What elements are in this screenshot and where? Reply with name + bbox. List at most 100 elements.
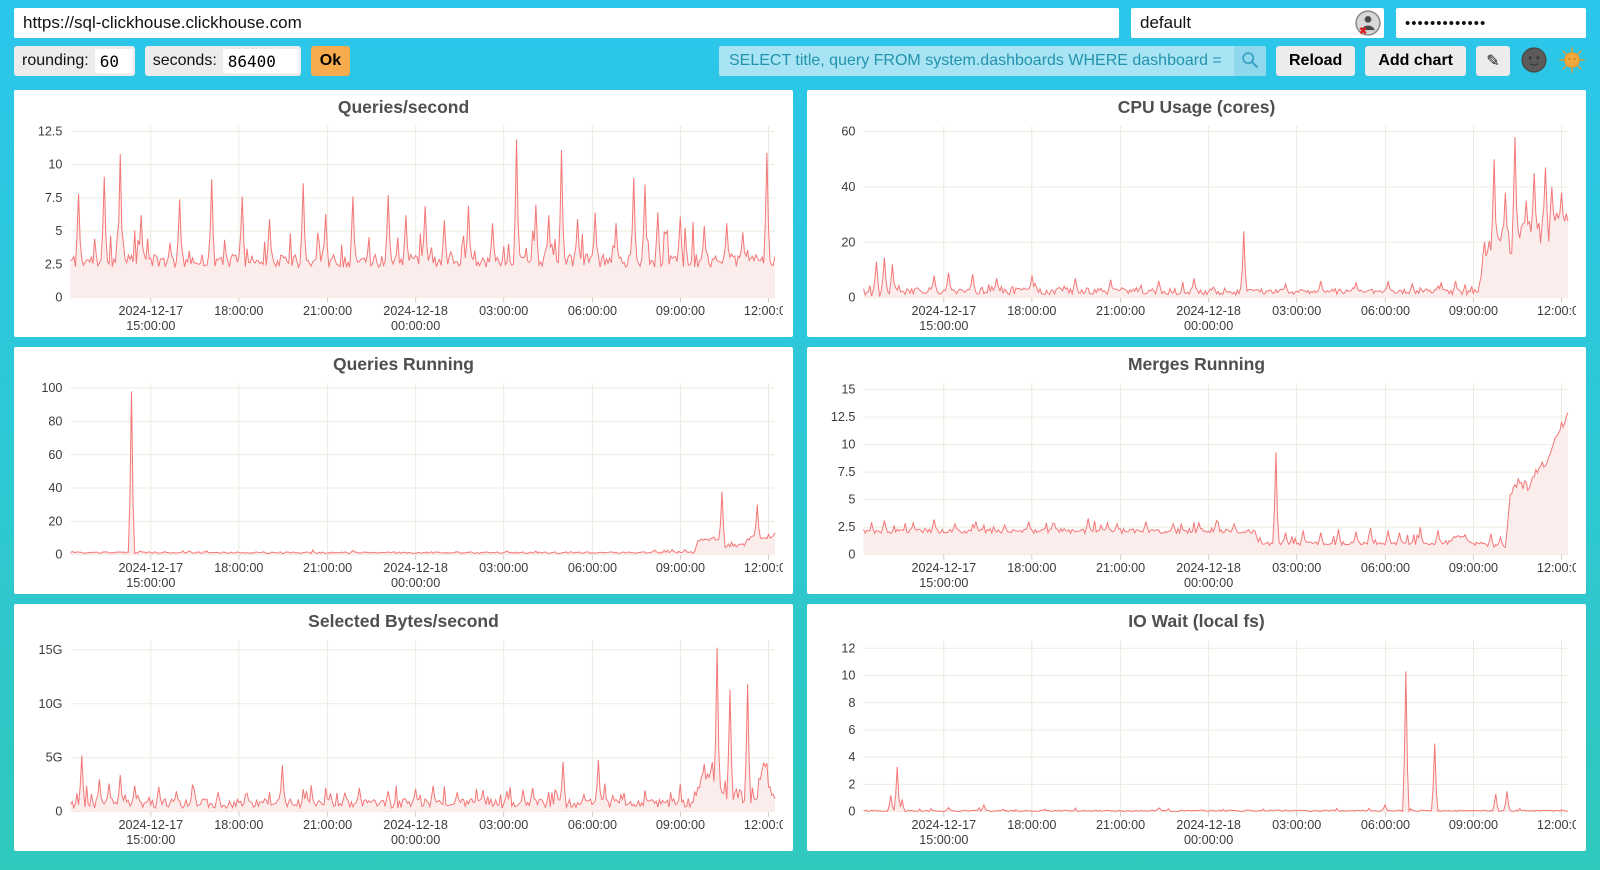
svg-text:18:00:00: 18:00:00: [1007, 561, 1056, 575]
svg-text:09:00:00: 09:00:00: [656, 304, 705, 318]
svg-text:0: 0: [848, 291, 855, 305]
svg-text:00:00:00: 00:00:00: [391, 576, 440, 590]
svg-text:5: 5: [55, 224, 62, 238]
svg-text:20: 20: [48, 514, 62, 528]
chart-card-queries-running: Queries Running 0 20 40 60 80 100 2024-12-17 15…: [14, 347, 793, 594]
charts-grid: Queries/second 0 2.5 5 7.5 10 12.5 2024-12-17 1…: [14, 90, 1586, 851]
svg-text:15:00:00: 15:00:00: [919, 576, 968, 590]
svg-text:2024-12-18: 2024-12-18: [1176, 818, 1241, 832]
svg-text:03:00:00: 03:00:00: [479, 561, 528, 575]
svg-text:06:00:00: 06:00:00: [568, 561, 617, 575]
seconds-input[interactable]: [222, 49, 299, 73]
moon-icon: [1521, 47, 1547, 76]
reload-button[interactable]: Reload: [1275, 46, 1356, 76]
svg-text:12:00:00: 12:00:00: [1537, 818, 1576, 832]
svg-text:15:00:00: 15:00:00: [919, 833, 968, 847]
svg-text:10: 10: [48, 158, 62, 172]
svg-text:21:00:00: 21:00:00: [1096, 304, 1145, 318]
svg-text:2024-12-17: 2024-12-17: [911, 818, 976, 832]
svg-text:09:00:00: 09:00:00: [656, 818, 705, 832]
svg-text:18:00:00: 18:00:00: [1007, 818, 1056, 832]
svg-text:18:00:00: 18:00:00: [214, 304, 263, 318]
svg-text:2024-12-18: 2024-12-18: [383, 304, 448, 318]
chart-title: CPU Usage (cores): [1117, 97, 1276, 117]
svg-text:12:00:00: 12:00:00: [1537, 304, 1576, 318]
ok-button[interactable]: Ok: [310, 46, 351, 76]
svg-text:06:00:00: 06:00:00: [1361, 304, 1410, 318]
svg-text:03:00:00: 03:00:00: [1272, 818, 1321, 832]
svg-text:2.5: 2.5: [45, 258, 63, 272]
dashboard-query-input[interactable]: [718, 46, 1234, 76]
add-chart-button[interactable]: Add chart: [1365, 46, 1466, 76]
svg-text:12.5: 12.5: [38, 124, 63, 138]
svg-text:12:00:00: 12:00:00: [1537, 561, 1576, 575]
svg-text:20: 20: [841, 235, 855, 249]
chart-title: Selected Bytes/second: [308, 611, 499, 631]
svg-text:0: 0: [55, 548, 62, 562]
seconds-label: seconds:: [152, 52, 217, 69]
svg-text:03:00:00: 03:00:00: [479, 304, 528, 318]
svg-text:00:00:00: 00:00:00: [1184, 319, 1233, 333]
chart-card-io-wait: IO Wait (local fs) 0 2 4 6 8 10 12 2024-12-17 15…: [807, 604, 1586, 851]
svg-text:2.5: 2.5: [838, 520, 856, 534]
light-theme-button[interactable]: [1558, 47, 1586, 75]
search-button[interactable]: [1233, 46, 1266, 76]
svg-text:00:00:00: 00:00:00: [1184, 576, 1233, 590]
svg-text:40: 40: [48, 481, 62, 495]
svg-text:18:00:00: 18:00:00: [1007, 304, 1056, 318]
svg-text:10: 10: [841, 669, 855, 683]
svg-text:4: 4: [848, 750, 855, 764]
svg-text:06:00:00: 06:00:00: [568, 818, 617, 832]
svg-text:15:00:00: 15:00:00: [126, 833, 175, 847]
svg-text:06:00:00: 06:00:00: [1361, 561, 1410, 575]
dark-theme-button[interactable]: [1520, 47, 1548, 75]
chart-title: Queries/second: [337, 97, 470, 117]
chart-card-selected-bytes: Selected Bytes/second 0 5G 10G 15G 2024-12-1…: [14, 604, 793, 851]
svg-text:2024-12-18: 2024-12-18: [383, 561, 448, 575]
pencil-icon: ✎: [1486, 53, 1500, 70]
svg-text:00:00:00: 00:00:00: [391, 833, 440, 847]
svg-text:2024-12-17: 2024-12-17: [118, 304, 183, 318]
chart-card-merges-running: Merges Running 0 2.5 5 7.5 10 12.5 15 2024-12-1…: [807, 347, 1586, 594]
svg-text:5: 5: [848, 493, 855, 507]
chart-title: IO Wait (local fs): [1128, 611, 1265, 631]
svg-text:09:00:00: 09:00:00: [656, 561, 705, 575]
svg-text:0: 0: [848, 548, 855, 562]
chart-title: Merges Running: [1127, 354, 1266, 374]
svg-text:10: 10: [841, 438, 855, 452]
svg-text:2024-12-17: 2024-12-17: [118, 561, 183, 575]
svg-text:06:00:00: 06:00:00: [568, 304, 617, 318]
svg-text:09:00:00: 09:00:00: [1449, 818, 1498, 832]
svg-text:12:00:00: 12:00:00: [744, 818, 783, 832]
svg-text:09:00:00: 09:00:00: [1449, 304, 1498, 318]
rounding-input[interactable]: [94, 49, 133, 73]
edit-button[interactable]: ✎: [1476, 46, 1510, 76]
url-input[interactable]: [14, 8, 1119, 38]
svg-text:00:00:00: 00:00:00: [391, 319, 440, 333]
user-input[interactable]: [1131, 8, 1384, 38]
svg-text:21:00:00: 21:00:00: [303, 304, 352, 318]
svg-text:7.5: 7.5: [45, 191, 63, 205]
svg-text:60: 60: [841, 125, 855, 139]
user-field-wrap: [1131, 8, 1384, 38]
svg-text:8: 8: [848, 696, 855, 710]
password-input[interactable]: [1396, 8, 1586, 38]
svg-text:06:00:00: 06:00:00: [1361, 818, 1410, 832]
svg-text:60: 60: [48, 448, 62, 462]
svg-text:6: 6: [848, 723, 855, 737]
svg-text:7.5: 7.5: [838, 465, 856, 479]
svg-text:00:00:00: 00:00:00: [1184, 833, 1233, 847]
svg-text:2024-12-17: 2024-12-17: [118, 818, 183, 832]
svg-text:15:00:00: 15:00:00: [919, 319, 968, 333]
svg-text:100: 100: [41, 381, 62, 395]
svg-text:18:00:00: 18:00:00: [214, 818, 263, 832]
svg-text:0: 0: [848, 805, 855, 819]
svg-text:12:00:00: 12:00:00: [744, 561, 783, 575]
svg-text:21:00:00: 21:00:00: [1096, 561, 1145, 575]
